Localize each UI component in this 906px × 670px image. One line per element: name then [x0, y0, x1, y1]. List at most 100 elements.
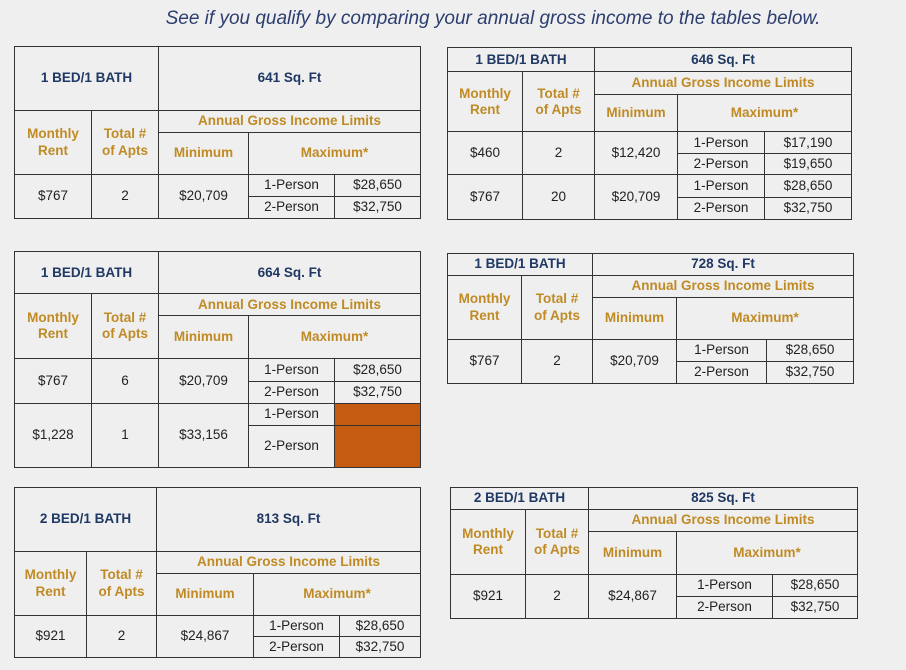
income-limits-header: Annual Gross Income Limits	[158, 110, 422, 133]
two-person-label: 2-Person	[677, 152, 766, 176]
maximum-header: Maximum*	[248, 132, 422, 175]
minimum-cell: $24,867	[156, 615, 255, 658]
income-limits-header: Annual Gross Income Limits	[592, 275, 855, 298]
sqft-label: 641 Sq. Ft	[158, 46, 422, 111]
table-646-sqft: 1 BED/1 BATH 646 Sq. Ft Monthly Rent Tota…	[446, 46, 853, 221]
max-two-person-cell: $32,750	[766, 361, 855, 384]
sqft-label: 646 Sq. Ft	[594, 46, 853, 73]
unit-type-label: 2 BED/1 BATH	[13, 487, 158, 552]
rent-cell: $767	[447, 339, 522, 384]
rent-cell: $1,228	[14, 402, 92, 469]
rent-cell: $767	[14, 358, 92, 404]
income-limits-header: Annual Gross Income Limits	[588, 509, 859, 532]
minimum-cell: $20,709	[158, 174, 250, 219]
apts-cell: 2	[90, 174, 160, 219]
monthly-rent-header: Monthly Rent	[450, 509, 526, 575]
income-limits-header: Annual Gross Income Limits	[594, 71, 853, 95]
minimum-cell: $33,156	[158, 402, 250, 469]
minimum-header: Minimum	[158, 315, 250, 360]
apts-cell: 2	[521, 131, 596, 176]
monthly-rent-header: Monthly Rent	[14, 110, 92, 175]
rent-cell: $767	[447, 174, 523, 220]
two-person-label: 2-Person	[676, 361, 768, 384]
unit-type-label: 1 BED/1 BATH	[13, 46, 160, 111]
max-two-person-cell: $19,650	[764, 152, 853, 176]
rent-cell: $921	[14, 615, 87, 658]
table-825-sqft: 2 BED/1 BATH 825 Sq. Ft Monthly Rent Tota…	[449, 487, 859, 619]
maximum-header: Maximum*	[676, 297, 855, 340]
one-person-label: 1-Person	[248, 174, 336, 197]
one-person-label: 1-Person	[248, 358, 336, 382]
sqft-label: 728 Sq. Ft	[592, 253, 855, 276]
max-two-person-cell: $32,750	[339, 636, 422, 658]
table-row: $767 6 $20,709 1-Person $28,650	[14, 358, 422, 404]
one-person-label: 1-Person	[677, 174, 766, 198]
table-row: $767 20 $20,709 1-Person $28,650	[447, 174, 853, 220]
max-two-person-highlight	[334, 424, 422, 469]
one-person-label: 1-Person	[676, 574, 774, 597]
income-limits-header: Annual Gross Income Limits	[156, 551, 422, 574]
maximum-header: Maximum*	[676, 531, 859, 575]
total-apts-header: Total # of Apts	[524, 509, 590, 575]
max-one-person-cell: $28,650	[766, 339, 855, 362]
max-one-person-cell: $17,190	[764, 131, 853, 154]
sqft-label: 664 Sq. Ft	[158, 250, 422, 295]
minimum-cell: $20,709	[594, 174, 679, 220]
two-person-label: 2-Person	[248, 424, 336, 469]
table-row: $921 2 $24,867 1-Person $28,650	[14, 615, 422, 658]
max-one-person-cell: $28,650	[334, 174, 422, 197]
sqft-label: 813 Sq. Ft	[156, 487, 422, 552]
rent-cell: $921	[450, 574, 526, 619]
table-813-sqft: 2 BED/1 BATH 813 Sq. Ft Monthly Rent Tota…	[13, 487, 422, 658]
rent-cell: $460	[447, 131, 523, 176]
max-one-person-cell: $28,650	[339, 615, 422, 637]
total-apts-header: Total # of Apts	[521, 71, 596, 133]
monthly-rent-header: Monthly Rent	[14, 551, 87, 616]
minimum-header: Minimum	[158, 132, 250, 175]
minimum-cell: $24,867	[588, 574, 678, 619]
max-two-person-cell: $32,750	[772, 596, 859, 619]
monthly-rent-header: Monthly Rent	[447, 275, 522, 340]
maximum-header: Maximum*	[253, 573, 422, 616]
one-person-label: 1-Person	[248, 402, 336, 426]
max-one-person-highlight	[334, 402, 422, 426]
total-apts-header: Total # of Apts	[90, 110, 160, 175]
total-apts-header: Total # of Apts	[90, 293, 160, 360]
one-person-label: 1-Person	[677, 131, 766, 154]
minimum-header: Minimum	[156, 573, 255, 616]
total-apts-header: Total # of Apts	[520, 275, 594, 340]
apts-cell: 2	[520, 339, 594, 384]
maximum-header: Maximum*	[677, 93, 853, 133]
page-headline: See if you qualify by comparing your ann…	[165, 8, 821, 29]
unit-type-label: 1 BED/1 BATH	[446, 46, 596, 73]
table-664-sqft: 1 BED/1 BATH 664 Sq. Ft Monthly Rent Tota…	[13, 250, 422, 469]
two-person-label: 2-Person	[677, 196, 766, 221]
max-one-person-cell: $28,650	[334, 358, 422, 382]
apts-cell: 6	[90, 358, 160, 404]
minimum-cell: $20,709	[158, 358, 250, 404]
table-641-sqft: 1 BED/1 BATH 641 Sq. Ft Monthly Rent Tota…	[13, 46, 422, 219]
income-limits-header: Annual Gross Income Limits	[158, 293, 422, 317]
monthly-rent-header: Monthly Rent	[447, 71, 523, 133]
table-728-sqft: 1 BED/1 BATH 728 Sq. Ft Monthly Rent Tota…	[446, 253, 855, 384]
two-person-label: 2-Person	[248, 196, 336, 219]
one-person-label: 1-Person	[253, 615, 341, 637]
minimum-cell: $20,709	[592, 339, 678, 384]
apts-cell: 2	[85, 615, 158, 658]
max-one-person-cell: $28,650	[764, 174, 853, 198]
minimum-header: Minimum	[592, 297, 678, 340]
unit-type-label: 1 BED/1 BATH	[13, 250, 160, 295]
minimum-cell: $12,420	[594, 131, 679, 176]
two-person-label: 2-Person	[253, 636, 341, 658]
two-person-label: 2-Person	[676, 596, 774, 619]
apts-cell: 1	[90, 402, 160, 469]
unit-type-label: 2 BED/1 BATH	[449, 487, 590, 510]
max-two-person-cell: $32,750	[334, 196, 422, 219]
max-two-person-cell: $32,750	[334, 380, 422, 404]
rent-cell: $767	[14, 174, 92, 219]
minimum-header: Minimum	[588, 531, 678, 575]
maximum-header: Maximum*	[248, 315, 422, 360]
one-person-label: 1-Person	[676, 339, 768, 362]
table-row: $1,228 1 $33,156 1-Person	[14, 402, 422, 469]
max-one-person-cell: $28,650	[772, 574, 859, 597]
